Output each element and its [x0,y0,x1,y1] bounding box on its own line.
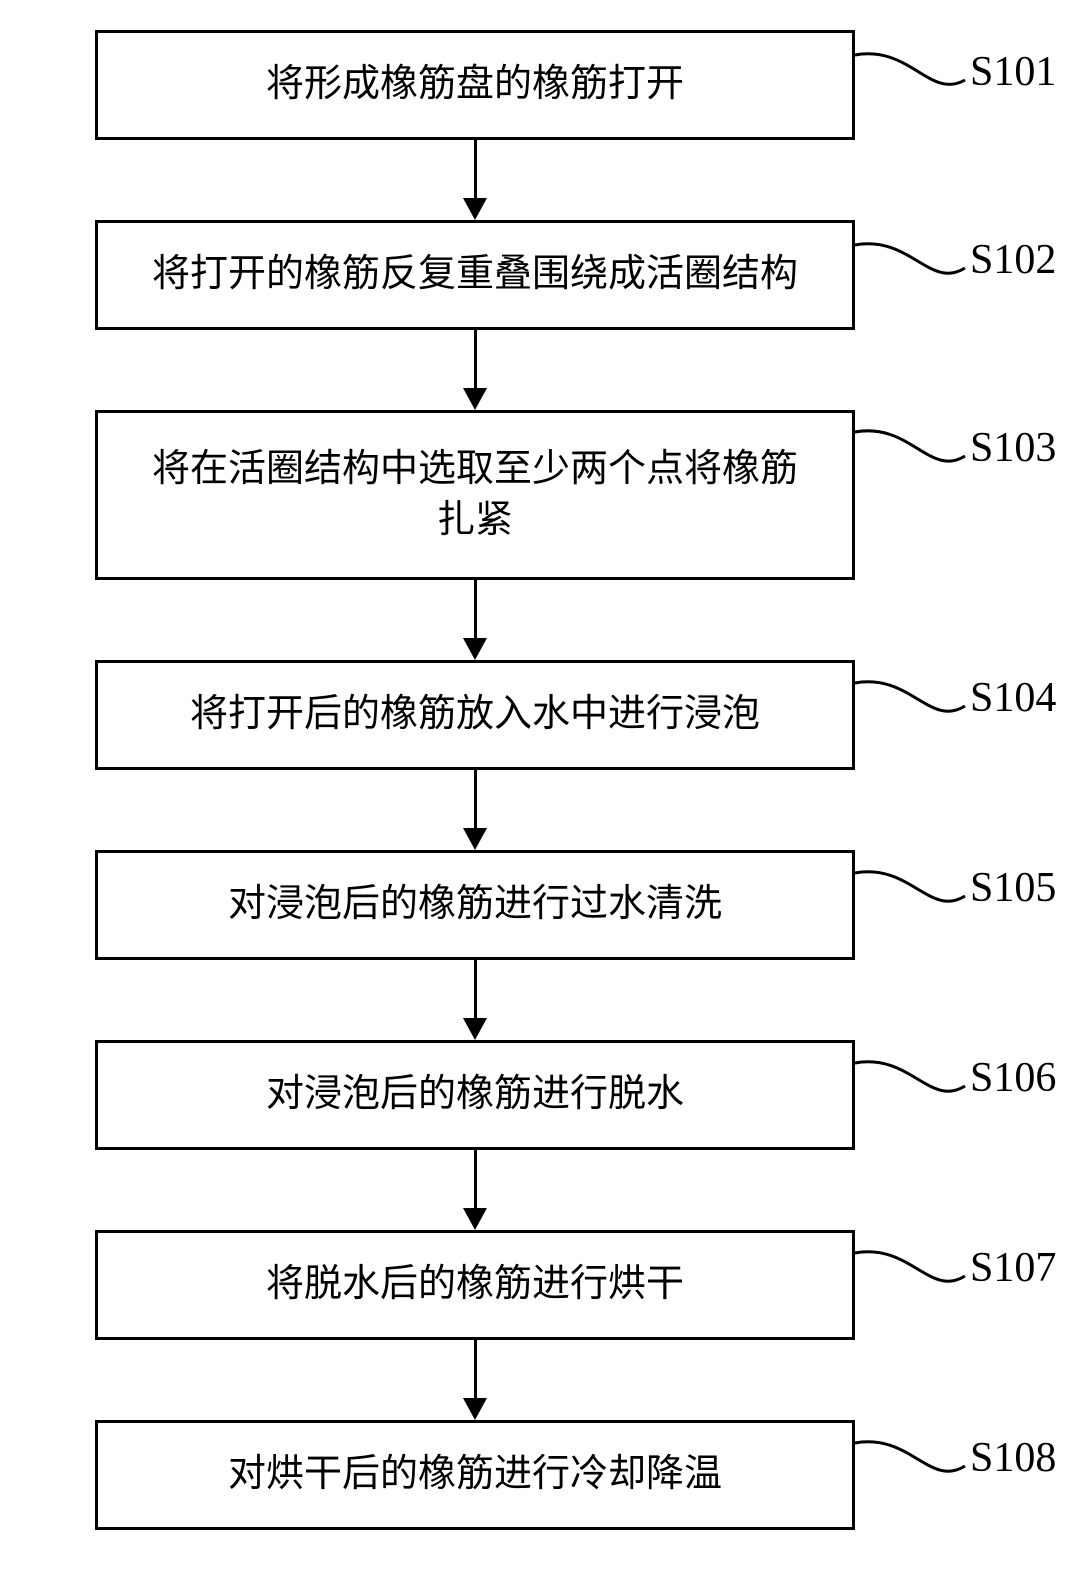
step-label-s108: S108 [970,1434,1056,1482]
connector-s108 [0,0,1076,1590]
flowchart-canvas: 将形成橡筋盘的橡筋打开 S101 将打开的橡筋反复重叠围绕成活圈结构 S102 … [0,0,1076,1590]
